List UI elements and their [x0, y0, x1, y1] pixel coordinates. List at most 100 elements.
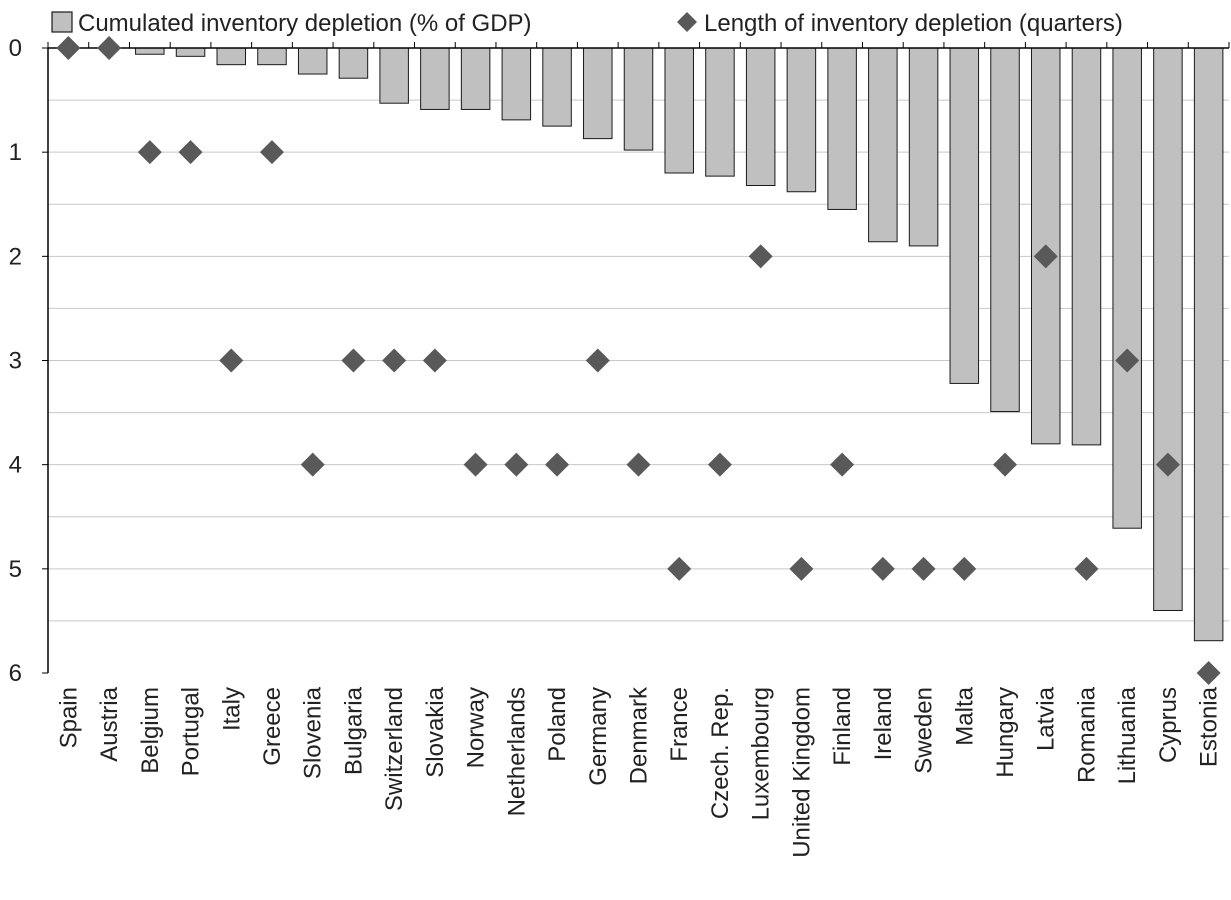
diamond-slovakia: [422, 348, 447, 373]
x-category-label: Slovakia: [422, 686, 449, 777]
diamond-series: [56, 36, 1221, 685]
x-category-label: Norway: [463, 687, 490, 768]
bar-greece: [257, 47, 287, 66]
x-category-label: Czech. Rep.: [707, 687, 734, 819]
bar-slovenia: [297, 47, 328, 75]
y-tick-label-5: 5: [9, 556, 22, 583]
diamond-greece: [259, 140, 284, 165]
diamond-norway: [463, 452, 488, 477]
bar-cyprus: [1153, 47, 1183, 611]
x-category-label: Cyprus: [1155, 687, 1182, 763]
diamond-ireland: [870, 556, 895, 581]
diamond-denmark: [626, 452, 651, 477]
bar-denmark: [623, 47, 654, 151]
x-category-label: France: [666, 687, 693, 762]
legend-bar-swatch: [51, 11, 73, 33]
diamond-estonia: [1196, 661, 1221, 685]
legend: Cumulated inventory depletion (% of GDP)…: [51, 10, 1123, 37]
diamond-hungary: [993, 452, 1018, 477]
diamond-germany: [585, 348, 610, 373]
y-tick-label-4: 4: [9, 452, 22, 479]
bar-hungary: [990, 47, 1020, 413]
x-category-label: Luxembourg: [748, 687, 775, 820]
axes: [42, 42, 1230, 674]
diamond-france: [667, 556, 692, 581]
x-category-label: Switzerland: [381, 687, 408, 811]
diamond-lithuania: [1115, 348, 1140, 373]
bar-italy: [216, 47, 247, 66]
x-category-label: United Kingdom: [788, 687, 815, 858]
x-category-labels: Spain Austria Belgium Portugal Italy Greece Sl…: [55, 686, 1222, 858]
bar-lithuania: [1112, 47, 1142, 529]
bar-estonia: [1193, 47, 1224, 642]
bar-france: [664, 47, 694, 174]
y-tick-label-0: 0: [9, 35, 22, 62]
diamond-united-kingdom: [789, 556, 814, 581]
x-category-label: Austria: [96, 686, 123, 761]
bar-series: [135, 47, 1224, 642]
diamond-switzerland: [382, 348, 407, 373]
y-tick-label-1: 1: [9, 139, 22, 166]
x-category-label: Sweden: [911, 687, 938, 774]
diamond-italy: [219, 348, 244, 373]
legend-diamond-marker: [677, 12, 697, 32]
y-tick-labels: 0 1 2 3 4 5 6: [9, 35, 22, 687]
diamond-portugal: [178, 140, 203, 165]
x-category-label: Greece: [259, 687, 286, 766]
bar-finland: [827, 47, 857, 210]
diamond-finland: [830, 452, 855, 477]
diamond-bulgaria: [341, 348, 366, 373]
x-category-label: Latvia: [1033, 686, 1060, 751]
diamond-romania: [1074, 556, 1099, 581]
legend-bar-label: Cumulated inventory depletion (% of GDP): [78, 10, 532, 37]
bar-belgium: [135, 47, 165, 55]
bar-bulgaria: [338, 47, 369, 79]
x-category-label: Slovenia: [300, 686, 327, 779]
bar-portugal: [175, 47, 206, 57]
bar-norway: [460, 47, 491, 110]
diamond-spain: [56, 36, 81, 60]
gridlines: [48, 99, 1229, 622]
x-category-label: Germany: [585, 687, 612, 786]
bar-malta: [949, 47, 980, 384]
bar-united-kingdom: [786, 47, 817, 193]
x-category-label: Hungary: [992, 687, 1019, 778]
bar-poland: [542, 47, 572, 127]
bar-slovakia: [420, 47, 450, 110]
bar-czech-rep-: [705, 47, 735, 177]
legend-diamond-label: Length of inventory depletion (quarters): [704, 10, 1123, 37]
x-category-label: Spain: [55, 687, 82, 748]
bar-switzerland: [379, 47, 409, 104]
y-tick-label-3: 3: [9, 348, 22, 375]
diamond-luxembourg: [748, 244, 773, 269]
x-category-label: Netherlands: [503, 687, 530, 816]
x-category-label: Romania: [1073, 686, 1100, 783]
x-category-label: Denmark: [626, 686, 653, 784]
diamond-belgium: [137, 140, 162, 165]
y-tick-label-2: 2: [9, 243, 22, 270]
bar-romania: [1071, 47, 1102, 446]
x-category-label: Finland: [829, 687, 856, 766]
diamond-malta: [952, 556, 977, 581]
x-category-label: Portugal: [178, 687, 205, 776]
x-category-label: Poland: [544, 687, 571, 762]
diamond-latvia: [1033, 244, 1058, 269]
diamond-poland: [545, 452, 570, 477]
x-category-label: Bulgaria: [340, 686, 367, 775]
diamond-netherlands: [504, 452, 529, 477]
diamond-cyprus: [1155, 452, 1180, 477]
x-category-label: Lithuania: [1114, 686, 1141, 784]
x-category-label: Malta: [951, 686, 978, 745]
diamond-austria: [97, 36, 122, 60]
x-category-label: Ireland: [870, 687, 897, 760]
x-category-label: Italy: [218, 687, 245, 731]
bar-germany: [583, 47, 613, 140]
bar-ireland: [868, 47, 898, 243]
x-category-label: Belgium: [137, 687, 164, 774]
diamond-sweden: [911, 556, 936, 581]
diamond-czech-rep-: [707, 452, 732, 477]
y-tick-label-6: 6: [9, 660, 22, 687]
diamond-slovenia: [300, 452, 325, 477]
